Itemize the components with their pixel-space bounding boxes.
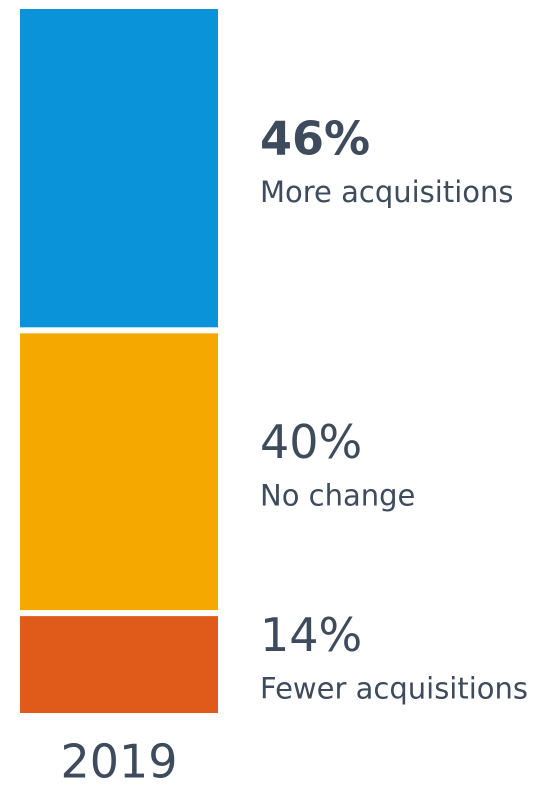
bar-segment	[20, 9, 218, 328]
bar-segment	[20, 333, 218, 611]
value-label: 40%	[260, 415, 362, 469]
category-label: 2019	[60, 735, 177, 789]
value-label: 14%	[260, 608, 362, 662]
value-label: 46%	[260, 112, 370, 166]
series-label: No change	[260, 479, 415, 513]
series-label: Fewer acquisitions	[260, 672, 528, 706]
bar-segment	[20, 616, 218, 713]
series-label: More acquisitions	[260, 175, 514, 209]
